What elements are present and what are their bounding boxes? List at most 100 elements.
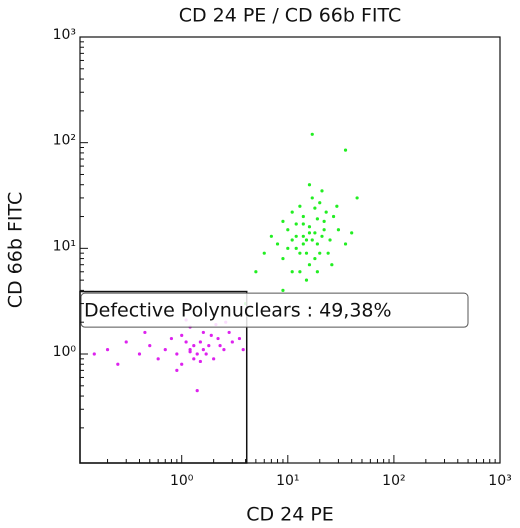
x-tick-label: 10¹ — [276, 473, 299, 489]
point — [286, 246, 290, 250]
point — [105, 348, 110, 352]
point — [310, 196, 314, 200]
point — [143, 330, 147, 335]
point — [294, 222, 298, 226]
point — [322, 228, 326, 232]
point — [304, 278, 309, 282]
point — [322, 219, 326, 223]
point — [336, 228, 341, 232]
point — [192, 357, 196, 361]
point — [331, 214, 336, 219]
point — [175, 352, 179, 356]
point — [313, 256, 317, 261]
point — [304, 251, 309, 255]
point — [315, 242, 319, 246]
point — [262, 251, 266, 255]
y-tick-label: 10¹ — [53, 238, 76, 254]
point — [124, 340, 128, 344]
point — [222, 348, 226, 352]
point — [298, 204, 302, 208]
point — [188, 350, 192, 354]
point — [180, 333, 184, 337]
point — [184, 340, 188, 344]
y-tick-label: 10³ — [53, 27, 76, 43]
point — [301, 242, 305, 246]
point — [320, 189, 324, 193]
point — [216, 336, 220, 341]
point — [230, 340, 234, 344]
y-tick-label: 10² — [53, 133, 76, 149]
point — [313, 206, 317, 210]
point — [343, 148, 348, 152]
point — [307, 225, 312, 229]
point — [180, 362, 184, 366]
point — [294, 234, 298, 238]
point — [343, 242, 348, 246]
point — [169, 336, 174, 341]
point — [281, 256, 285, 261]
point — [307, 231, 312, 235]
point — [315, 270, 319, 274]
x-tick-label: 10⁰ — [170, 473, 194, 489]
chart-title: CD 24 PE / CD 66b FITC — [179, 5, 402, 27]
point — [204, 352, 208, 356]
point — [92, 352, 96, 356]
point — [237, 336, 242, 341]
point — [335, 204, 339, 208]
point — [275, 242, 280, 246]
point — [137, 352, 142, 356]
point — [195, 389, 199, 393]
point — [310, 238, 314, 242]
point — [198, 340, 202, 344]
x-axis-label: CD 24 PE — [246, 504, 334, 526]
y-axis-label: CD 66b FITC — [5, 192, 27, 309]
point — [192, 344, 196, 348]
point — [298, 251, 302, 255]
point — [294, 246, 298, 250]
point — [318, 201, 322, 205]
point — [290, 270, 294, 274]
y-tick-label: 10⁰ — [53, 344, 77, 360]
point — [326, 251, 330, 255]
point — [241, 348, 245, 352]
point — [313, 231, 317, 235]
point — [290, 210, 294, 214]
point — [163, 348, 167, 352]
gate-label: Defective Polynuclears : 49,38% — [84, 300, 392, 322]
point — [201, 330, 205, 335]
plot-frame — [79, 36, 501, 464]
point — [148, 344, 152, 348]
point — [307, 183, 312, 187]
point — [175, 368, 179, 372]
point — [198, 359, 202, 364]
point — [355, 196, 359, 200]
point — [201, 348, 205, 352]
point — [301, 222, 305, 226]
point — [328, 238, 332, 242]
point — [281, 288, 285, 292]
point — [350, 231, 354, 235]
point — [301, 234, 305, 238]
point — [301, 214, 305, 219]
point — [212, 357, 216, 361]
point — [330, 263, 334, 267]
point — [304, 238, 309, 242]
point — [116, 362, 120, 366]
point — [218, 344, 222, 348]
point — [227, 330, 231, 335]
point — [269, 234, 273, 238]
gate-label-box — [80, 292, 469, 328]
point — [298, 270, 302, 274]
point — [290, 238, 294, 242]
point — [209, 333, 213, 337]
x-tick-label: 10³ — [488, 473, 511, 489]
point — [195, 352, 199, 356]
x-tick-label: 10² — [382, 473, 405, 489]
point — [318, 251, 322, 255]
point — [207, 344, 211, 348]
point — [324, 210, 328, 214]
point — [156, 357, 160, 361]
point — [286, 228, 290, 232]
point — [315, 217, 319, 221]
